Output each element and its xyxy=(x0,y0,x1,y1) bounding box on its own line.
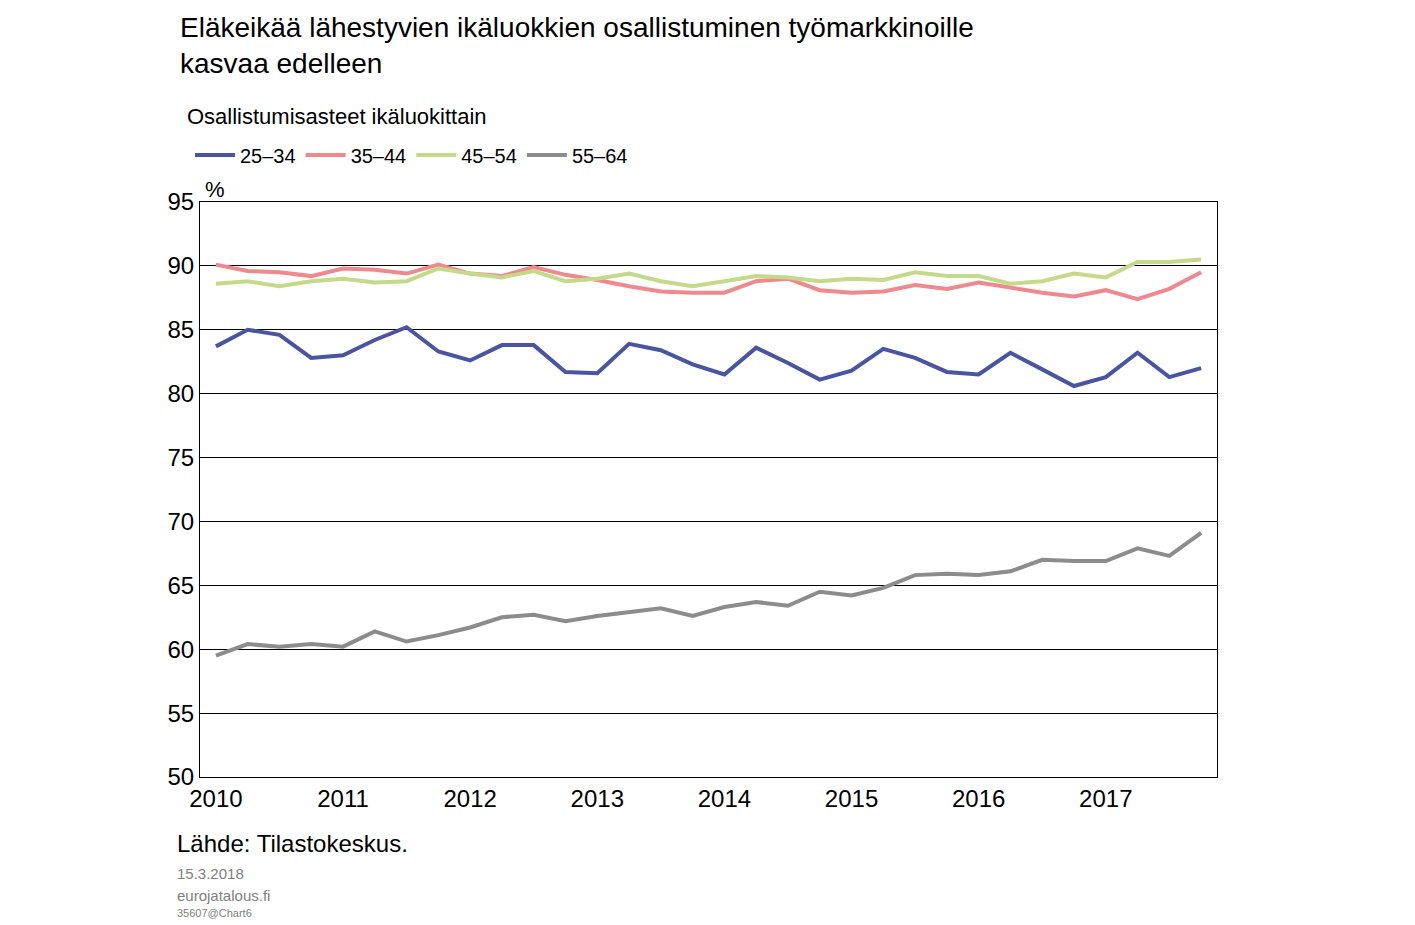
svg-text:35607@Chart6: 35607@Chart6 xyxy=(177,907,252,919)
svg-text:2012: 2012 xyxy=(443,785,496,812)
svg-text:85: 85 xyxy=(167,316,194,343)
svg-text:15.3.2018: 15.3.2018 xyxy=(177,865,244,882)
svg-text:55: 55 xyxy=(167,700,194,727)
svg-text:95: 95 xyxy=(167,188,194,215)
svg-text:70: 70 xyxy=(167,508,194,535)
svg-text:35–44: 35–44 xyxy=(351,145,407,167)
svg-text:2015: 2015 xyxy=(825,785,878,812)
svg-text:Eläkeikää lähestyvien ikäluokk: Eläkeikää lähestyvien ikäluokkien osalli… xyxy=(180,12,974,79)
svg-text:2016: 2016 xyxy=(952,785,1005,812)
svg-text:90: 90 xyxy=(167,252,194,279)
svg-text:eurojatalous.fi: eurojatalous.fi xyxy=(177,887,270,904)
svg-text:45–54: 45–54 xyxy=(461,145,517,167)
svg-text:80: 80 xyxy=(167,380,194,407)
svg-text:65: 65 xyxy=(167,572,194,599)
svg-text:2014: 2014 xyxy=(698,785,751,812)
svg-text:60: 60 xyxy=(167,636,194,663)
svg-text:Lähde: Tilastokeskus.: Lähde: Tilastokeskus. xyxy=(177,830,408,857)
svg-text:2013: 2013 xyxy=(571,785,624,812)
svg-text:50: 50 xyxy=(167,763,194,790)
svg-text:2010: 2010 xyxy=(189,785,242,812)
svg-text:25–34: 25–34 xyxy=(240,145,296,167)
svg-text:Osallistumisasteet ikäluokitta: Osallistumisasteet ikäluokittain xyxy=(187,104,487,129)
svg-text:55–64: 55–64 xyxy=(572,145,628,167)
svg-text:%: % xyxy=(205,177,225,202)
svg-text:2017: 2017 xyxy=(1079,785,1132,812)
svg-text:75: 75 xyxy=(167,444,194,471)
svg-text:2011: 2011 xyxy=(317,785,369,812)
